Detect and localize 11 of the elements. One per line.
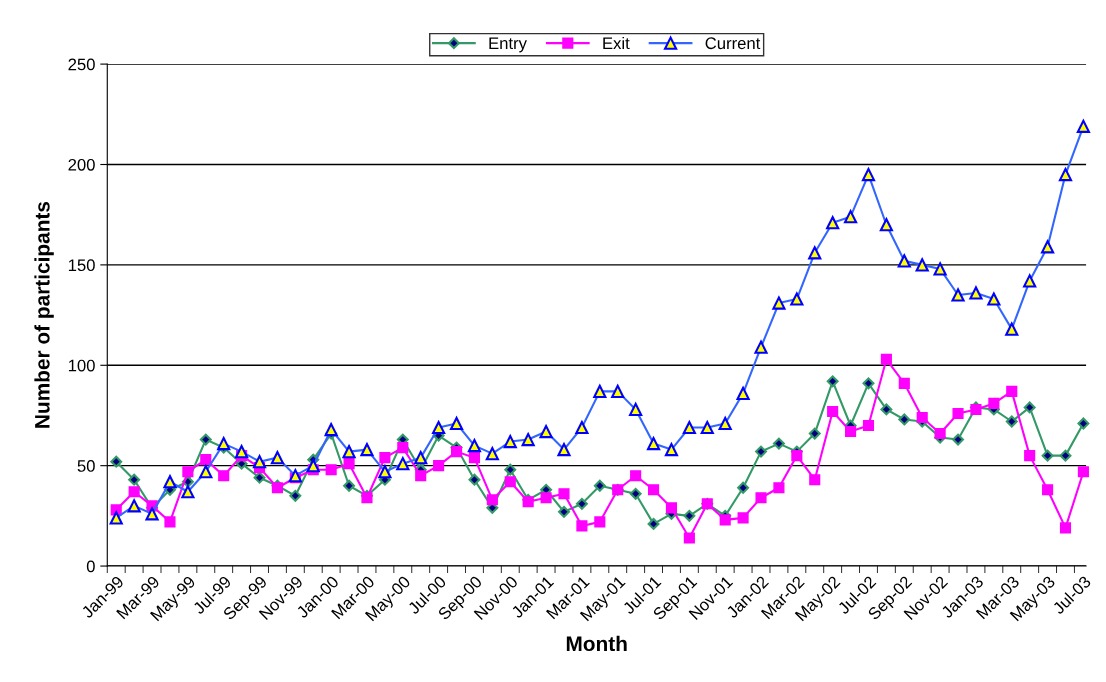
y-tick-label: 150 [68,259,95,272]
x-axis-title: Month [566,635,627,652]
legend-label: Entry [489,37,527,53]
y-tick-label: 100 [68,359,95,372]
y-tick-label: 50 [77,460,95,472]
legend-label: Current [705,37,761,50]
y-tick-label: 200 [68,158,95,171]
y-tick-label: 0 [86,560,95,573]
y-tick-label: 250 [68,58,95,71]
legend-label: Exit [603,36,630,50]
y-axis-title: Number of participants [34,201,54,428]
